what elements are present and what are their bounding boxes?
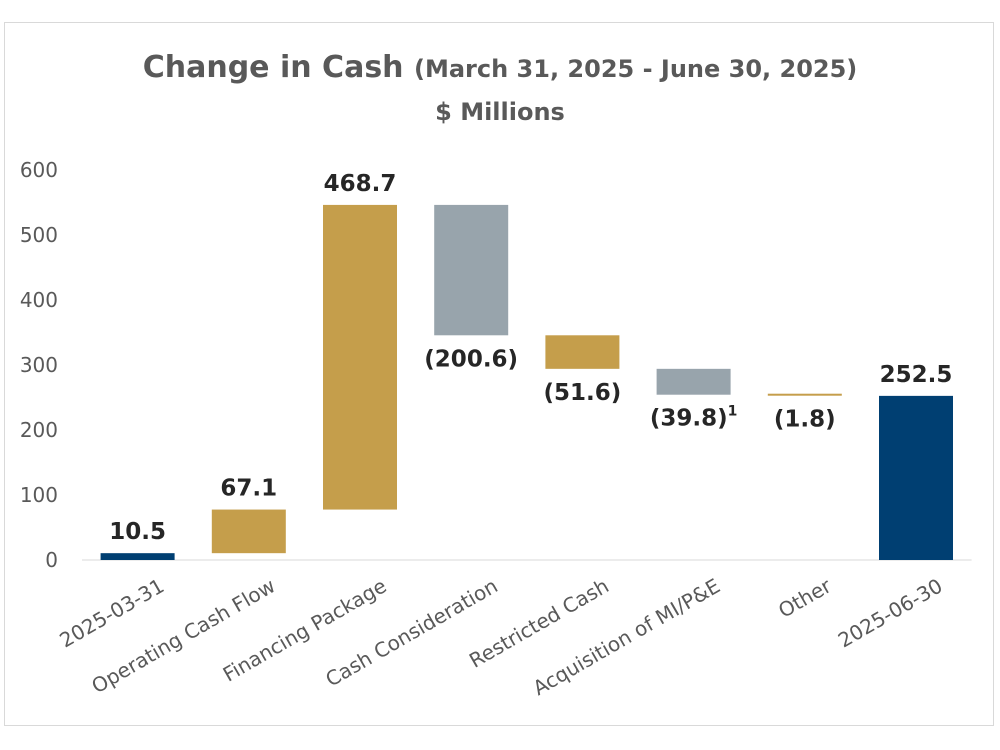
y-tick-label: 600 bbox=[20, 158, 58, 182]
footnote-marker: 1 bbox=[728, 404, 738, 420]
bar-0 bbox=[100, 553, 175, 560]
y-tick-label: 0 bbox=[45, 548, 58, 572]
data-label: 67.1 bbox=[220, 476, 277, 502]
data-label: (200.6) bbox=[424, 346, 518, 372]
bar-3 bbox=[434, 204, 509, 336]
bar-2 bbox=[323, 204, 397, 510]
y-tick-label: 400 bbox=[20, 288, 58, 312]
bar-5 bbox=[656, 368, 731, 395]
chart-title-period: (March 31, 2025 - June 30, 2025) bbox=[414, 55, 858, 83]
x-tick-label: Acquisition of MI/P&E bbox=[529, 574, 724, 701]
y-tick-label: 100 bbox=[20, 483, 58, 507]
data-label: (1.8) bbox=[774, 407, 836, 433]
y-tick-label: 300 bbox=[20, 353, 58, 377]
data-label: 468.7 bbox=[324, 171, 397, 197]
x-tick-label: 2025-06-30 bbox=[834, 574, 947, 653]
chart-title: Change in Cash (March 31, 2025 - June 30… bbox=[0, 50, 1000, 85]
x-tick-label: Other bbox=[774, 573, 836, 623]
chart-frame bbox=[4, 22, 994, 726]
data-label: (39.8)1 bbox=[650, 404, 738, 432]
y-tick-label: 200 bbox=[20, 418, 58, 442]
bar-6 bbox=[767, 393, 842, 396]
chart-title-main: Change in Cash bbox=[142, 50, 404, 85]
chart-subtitle: $ Millions bbox=[435, 98, 565, 126]
data-label: (51.6) bbox=[544, 380, 622, 406]
data-label: 252.5 bbox=[880, 362, 953, 388]
y-tick-label: 500 bbox=[20, 223, 58, 247]
bar-4 bbox=[545, 335, 620, 369]
data-label: 10.5 bbox=[109, 519, 166, 545]
bar-1 bbox=[211, 509, 286, 554]
x-tick-label: Operating Cash Flow bbox=[87, 574, 279, 699]
bar-7 bbox=[879, 395, 953, 560]
